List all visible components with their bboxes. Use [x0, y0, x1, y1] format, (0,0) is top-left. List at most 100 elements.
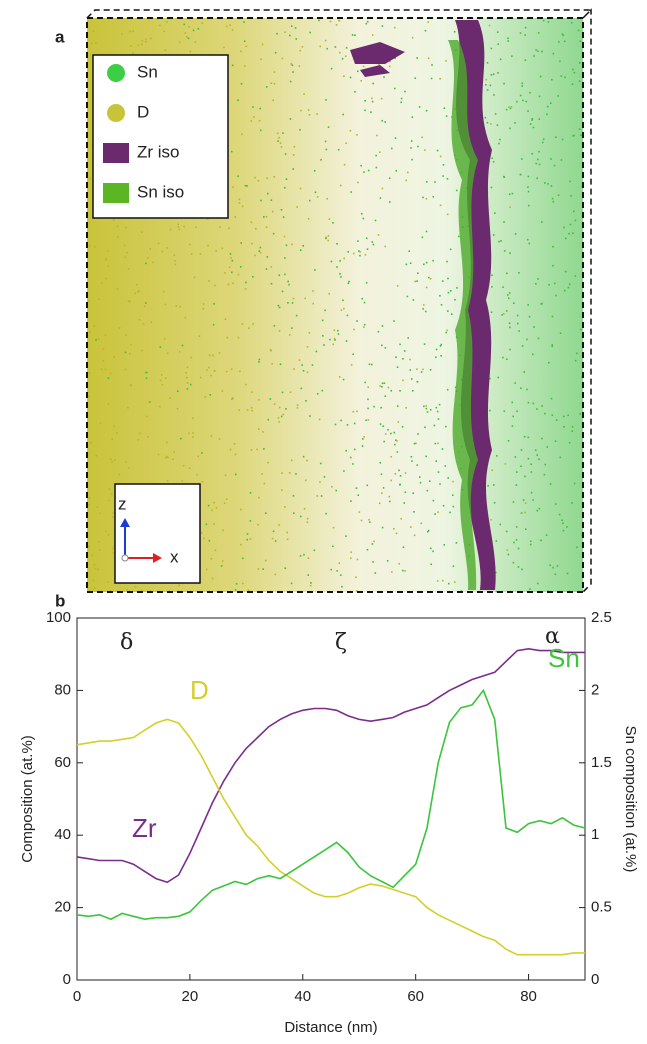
atom	[551, 414, 554, 417]
atom	[414, 77, 417, 80]
atom	[551, 78, 553, 81]
atom	[416, 368, 418, 371]
atom	[574, 359, 577, 362]
atom	[432, 195, 435, 198]
atom	[527, 186, 529, 188]
atom	[99, 512, 101, 515]
atom	[389, 201, 391, 203]
atom	[568, 441, 571, 444]
atom	[273, 324, 276, 327]
atom	[129, 45, 132, 47]
atom	[375, 166, 378, 169]
atom	[306, 459, 308, 462]
atom	[113, 425, 116, 428]
atom	[437, 471, 440, 473]
atom	[202, 308, 204, 310]
atom	[386, 559, 389, 562]
axis-letter: x	[170, 547, 179, 566]
atom	[118, 473, 121, 476]
atom	[554, 282, 556, 285]
atom	[508, 193, 511, 196]
atom	[240, 242, 243, 244]
atom	[327, 239, 329, 242]
atom	[413, 534, 416, 537]
atom	[269, 398, 272, 400]
atom	[273, 176, 276, 178]
atom	[161, 383, 164, 386]
atom	[206, 218, 209, 220]
atom	[410, 140, 413, 142]
atom	[145, 262, 147, 265]
atom	[138, 318, 141, 321]
atom	[390, 147, 393, 150]
atom	[307, 217, 310, 220]
atom	[206, 369, 208, 371]
atom	[357, 494, 360, 497]
atom	[555, 136, 557, 139]
atom	[401, 425, 404, 428]
atom	[511, 425, 514, 427]
atom	[457, 235, 460, 238]
atom	[550, 158, 552, 160]
atom	[512, 501, 515, 503]
atom	[144, 371, 147, 374]
atom	[403, 502, 406, 504]
atom	[527, 401, 530, 404]
atom	[308, 332, 311, 334]
atom	[208, 539, 211, 542]
atom	[231, 150, 233, 153]
atom	[516, 314, 519, 317]
z-arrowhead	[120, 518, 130, 527]
atom	[484, 116, 487, 119]
atom	[337, 333, 340, 335]
atom	[247, 589, 250, 591]
atom	[520, 387, 522, 390]
atom	[299, 249, 302, 252]
atom	[339, 184, 342, 187]
atom	[397, 421, 400, 423]
atom	[365, 22, 368, 25]
atom	[189, 383, 192, 386]
atom	[545, 534, 548, 536]
atom	[308, 199, 311, 202]
atom	[270, 282, 273, 285]
atom	[541, 302, 543, 305]
atom	[377, 330, 380, 333]
atom	[557, 95, 559, 97]
atom	[447, 291, 450, 294]
atom	[449, 511, 451, 514]
atom	[143, 305, 146, 308]
atom	[549, 564, 551, 567]
atom	[382, 425, 385, 428]
atom	[299, 129, 301, 131]
panel-b: b δ ζ α Distance (nm) Composition (at.%)…	[19, 591, 639, 1035]
axes-box	[114, 483, 201, 584]
atom	[105, 257, 108, 260]
atom	[108, 488, 111, 490]
atom	[494, 113, 497, 115]
atom	[491, 274, 493, 277]
atom	[527, 238, 529, 241]
atom	[445, 115, 448, 117]
atom	[379, 385, 381, 387]
atom	[363, 301, 366, 304]
atom	[126, 251, 128, 254]
atom	[138, 432, 141, 435]
atom	[303, 508, 306, 510]
atom	[387, 386, 390, 389]
atom	[492, 234, 495, 236]
atom	[111, 547, 114, 550]
annotation: α	[545, 624, 560, 649]
atom	[178, 228, 181, 231]
atom	[380, 406, 382, 409]
atom	[501, 314, 503, 316]
atom	[250, 449, 253, 451]
atom	[363, 436, 365, 438]
atom	[295, 38, 298, 40]
atom	[437, 442, 439, 445]
atom	[538, 95, 541, 98]
atom	[189, 50, 192, 53]
atom	[508, 106, 510, 108]
atom	[509, 127, 511, 130]
y2-tick-label: 1.5	[591, 754, 612, 771]
